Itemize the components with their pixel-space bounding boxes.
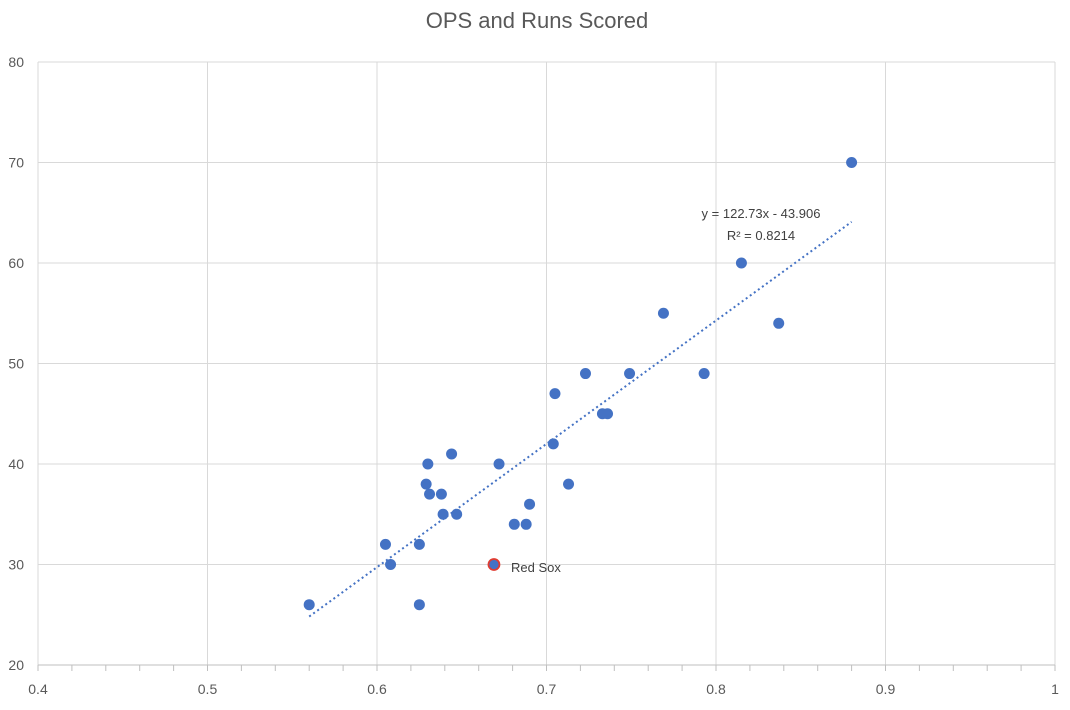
data-point [508,518,520,530]
data-point [420,478,432,490]
data-point [303,599,315,611]
data-point [422,458,434,470]
trendline [308,221,853,618]
data-point [493,458,505,470]
highlight-point [487,558,501,571]
data-point [413,538,425,550]
data-point [379,538,391,550]
data-point [446,448,458,460]
data-point [735,257,747,269]
y-tick-label: 40 [8,456,24,472]
x-tick-label: 0.9 [876,681,896,697]
data-point [846,157,858,168]
x-tick-label: 0.7 [537,681,557,697]
trendline-equation: y = 122.73x - 43.906 [702,206,821,221]
data-point [385,559,397,570]
y-tick-label: 70 [8,155,24,171]
x-tick-label: 0.4 [28,681,48,697]
data-point [698,368,710,380]
y-tick-label: 80 [8,54,24,70]
data-point [563,478,575,490]
x-tick-label: 0.6 [367,681,387,697]
x-tick-label: 1 [1051,681,1059,697]
data-point [520,518,532,530]
y-tick-label: 30 [8,557,24,573]
data-point [657,307,669,319]
data-point [547,438,559,450]
y-tick-label: 60 [8,255,24,271]
data-points [303,157,858,611]
data-point [773,317,785,329]
trendline-group [308,221,853,618]
chart-title: OPS and Runs Scored [426,8,649,33]
x-tick-label: 0.8 [706,681,726,697]
axes: 0.4 0.5 0.6 0.7 0.8 0.9 1 20 30 40 50 60 70 80 [8,54,1059,697]
highlight-label: Red Sox [511,560,561,575]
data-point [437,508,449,520]
data-point [549,388,561,400]
gridlines [37,61,1056,666]
data-point [424,488,436,500]
data-point [602,408,614,420]
x-tick-label: 0.5 [198,681,218,697]
data-point [579,368,591,380]
annotations: y = 122.73x - 43.906 R² = 0.8214 Red Sox [511,206,820,575]
data-point [413,599,425,611]
data-point [524,498,536,510]
data-point [435,488,447,500]
y-tick-label: 20 [8,657,24,673]
data-point [624,368,636,380]
data-point [451,508,463,520]
trendline-r-squared: R² = 0.8214 [727,228,795,243]
y-tick-label: 50 [8,356,24,372]
